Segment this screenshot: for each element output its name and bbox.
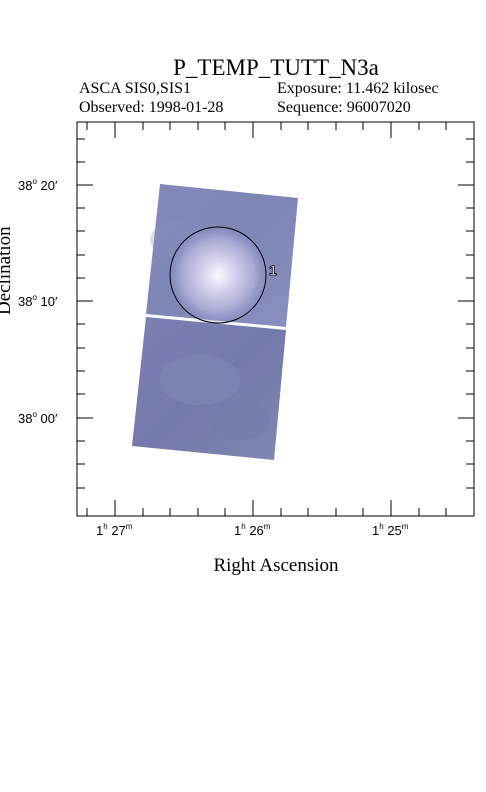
x-tick-label: 1h 26m [234, 522, 271, 538]
y-tick-labels: 38o 20′ 38o 10′ 38o 00′ [18, 177, 58, 426]
source-emission [166, 223, 270, 327]
image-mottle [160, 355, 240, 405]
image-mottle [210, 400, 270, 440]
source-id-label: 1 [269, 262, 277, 278]
sequence-label: Sequence: 96007020 [277, 99, 411, 116]
y-axis-ticks [77, 138, 474, 489]
x-axis-label: Right Ascension [213, 555, 339, 576]
source-region-circle [169, 226, 267, 324]
y-tick-label: 38o 00′ [18, 410, 58, 426]
plot-title: P_TEMP_TUTT_N3a [173, 55, 379, 80]
observed-label: Observed: 1998-01-28 [79, 99, 224, 116]
x-tick-label: 1h 27m [96, 522, 133, 538]
x-tick-labels: 1h 27m 1h 26m 1h 25m [96, 522, 409, 538]
instrument-label: ASCA SIS0,SIS1 [79, 80, 192, 97]
x-axis-ticks [86, 122, 447, 516]
y-axis-label: Declination [0, 226, 15, 315]
y-tick-label: 38o 10′ [18, 293, 58, 309]
exposure-label: Exposure: 11.462 kilosec [277, 80, 439, 97]
x-tick-label: 1h 25m [372, 522, 409, 538]
plot-frame [76, 121, 475, 517]
y-tick-label: 38o 20′ [18, 177, 58, 193]
ccd-chip-lower [132, 317, 286, 460]
